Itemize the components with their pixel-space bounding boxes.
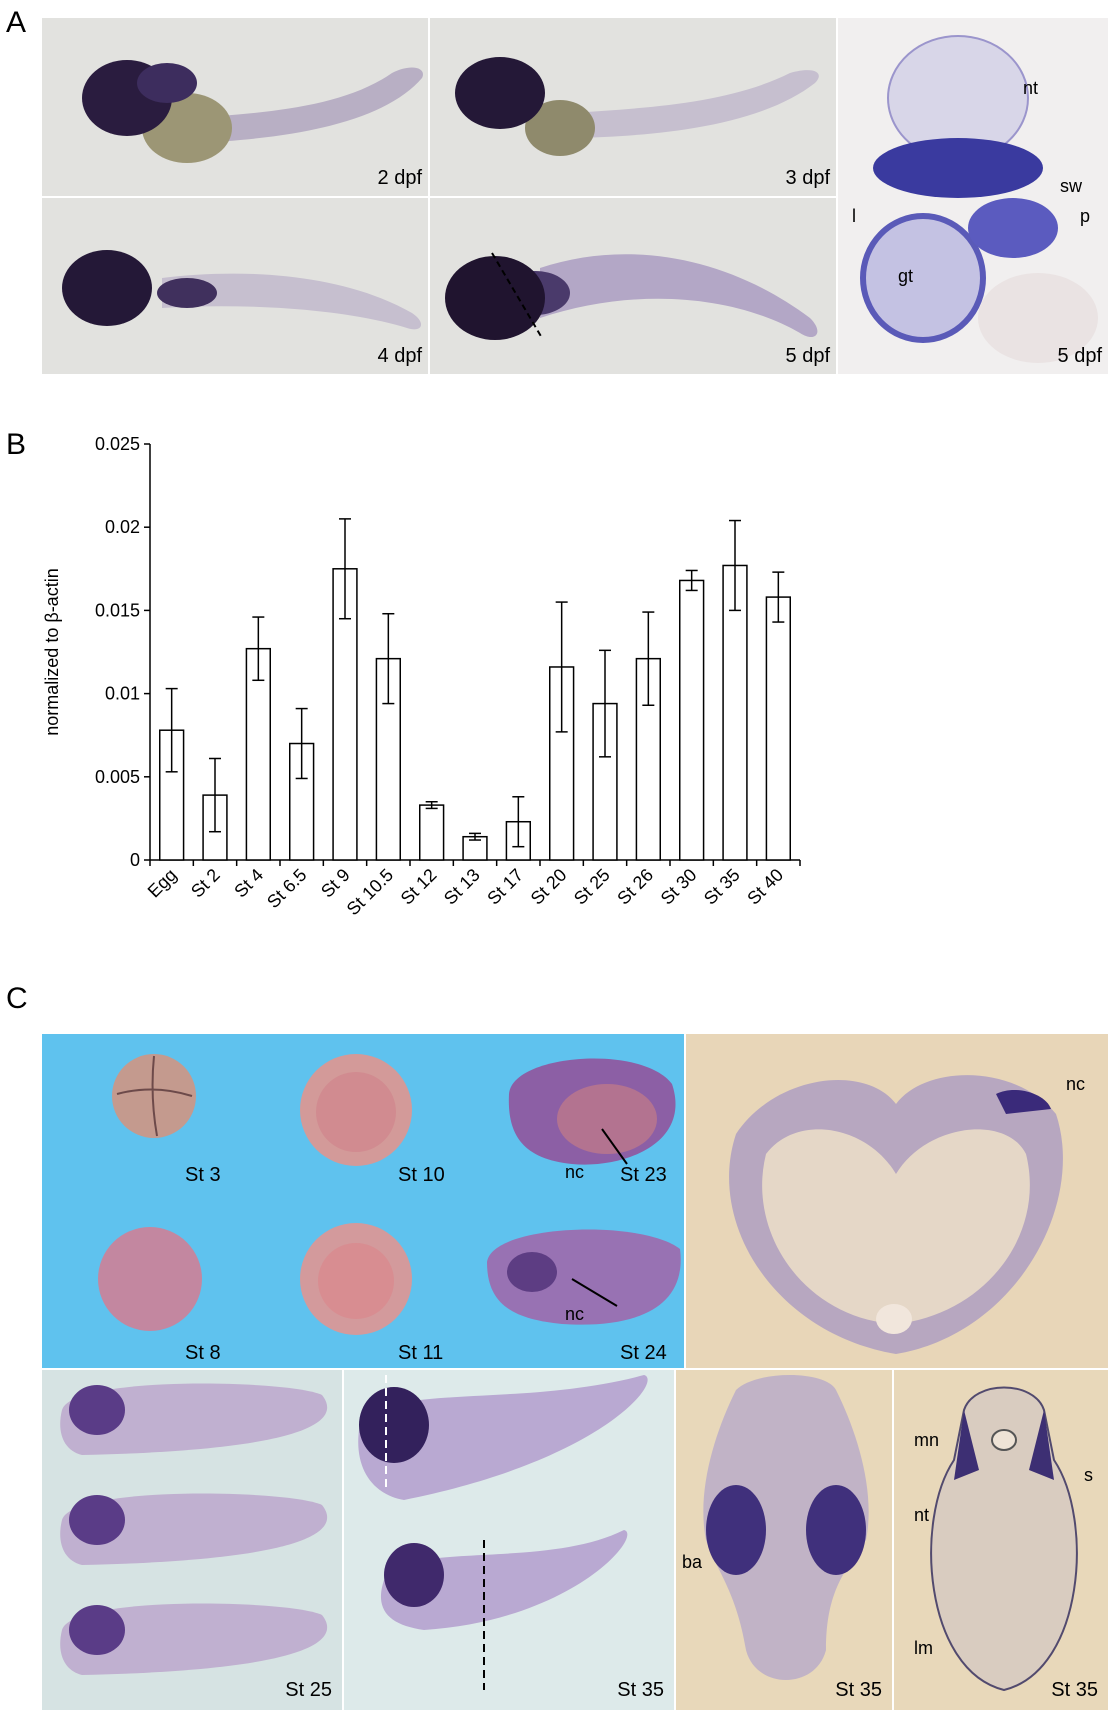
x-tick-label: St 40 [743, 865, 787, 909]
x-tick-label: St 20 [527, 865, 571, 909]
tile-5dpf-section: nt sw l p gt 5 dpf [838, 18, 1108, 374]
chart-bars [159, 518, 792, 861]
tile-st35-section-mn: mn s nt lm St 35 [894, 1370, 1108, 1710]
annotation-lm: lm [914, 1638, 933, 1658]
zebrafish-4dpf-image [62, 250, 422, 330]
annotation-s: s [1084, 1465, 1093, 1485]
tile-label: St 35 [1051, 1679, 1098, 1701]
x-tick-label: St 4 [230, 865, 267, 902]
tile-2dpf: 2 dpf [42, 18, 428, 196]
xenopus-branchial-section-image [703, 1375, 869, 1680]
tile-label: St 3 [185, 1164, 221, 1186]
zebrafish-2dpf-image [82, 60, 423, 163]
tile-cross-section-nc: nc [686, 1034, 1108, 1368]
y-tick-label: 0.01 [105, 684, 140, 704]
x-tick-label: St 10.5 [343, 865, 397, 919]
tile-3dpf: 3 dpf [430, 18, 836, 196]
x-tick-label: St 30 [657, 865, 701, 909]
tile-label: St 11 [398, 1342, 444, 1364]
tile-st25: St 25 [42, 1370, 342, 1710]
annotation-gt: gt [898, 266, 914, 286]
annotation-sw: sw [1060, 176, 1082, 196]
bar-chart: 0 0.005 0.01 0.015 0.02 0.025 normalized to β-… [42, 434, 801, 919]
panel-label-a: A [6, 6, 27, 39]
tile-label: St 8 [185, 1342, 221, 1364]
y-axis-label: normalized to β-actin [42, 568, 62, 735]
blue-grid: St 3 St 10 nc St 23 St 8 St 11 nc St 24 [42, 1034, 684, 1368]
tile-label: St 23 [620, 1164, 667, 1186]
y-tick-label: 0.015 [95, 600, 140, 620]
xenopus-head-section-image [930, 1386, 1078, 1692]
y-tick-label: 0.02 [105, 517, 140, 537]
x-tick-label: St 17 [483, 865, 527, 909]
tile-label: 5 dpf [1057, 345, 1102, 367]
y-tick-label: 0.005 [95, 767, 140, 787]
xenopus-st35-whole-images [358, 1375, 648, 1690]
chart-labels: 0 0.005 0.01 0.015 0.02 0.025 normalized to β-… [42, 434, 787, 919]
annotation-nc: nc [565, 1304, 585, 1324]
tile-label: St 24 [620, 1342, 667, 1364]
xenopus-st25-images [60, 1383, 328, 1675]
tile-5dpf: 5 dpf [430, 198, 836, 374]
bar [419, 804, 445, 861]
tile-label: St 25 [285, 1679, 332, 1701]
tile-label: 3 dpf [785, 167, 830, 189]
bar [765, 596, 792, 861]
zebrafish-3dpf-image [455, 57, 819, 156]
x-tick-label: St 13 [440, 865, 484, 909]
tile-label: St 35 [617, 1679, 664, 1701]
annotation-p: p [1080, 206, 1091, 226]
panel-label-b: B [6, 428, 27, 461]
x-tick-label: St 9 [317, 865, 354, 902]
tile-label: St 35 [835, 1679, 882, 1701]
x-tick-label: St 35 [700, 865, 744, 909]
xenopus-neural-section-image [729, 1075, 1063, 1354]
x-tick-label: St 12 [397, 865, 441, 909]
annotation-ba: ba [682, 1552, 703, 1572]
y-tick-label: 0 [130, 850, 140, 870]
annotation-nc: nc [1066, 1074, 1086, 1094]
tile-label: 4 dpf [377, 345, 422, 367]
tile-label: 5 dpf [785, 345, 830, 367]
annotation-l: l [852, 206, 856, 226]
tile-label: St 10 [398, 1164, 445, 1186]
annotation-nc: nc [565, 1162, 585, 1182]
zebrafish-5dpf-image [445, 252, 818, 340]
tile-st35-whole: St 35 [344, 1370, 674, 1710]
x-tick-label: Egg [144, 865, 181, 902]
xenopus-early-stage-images [98, 1054, 681, 1335]
bar [679, 579, 705, 861]
annotation-nt: nt [914, 1505, 930, 1525]
x-tick-label: St 25 [570, 865, 614, 909]
x-tick-label: St 6.5 [263, 865, 310, 912]
x-tick-label: St 2 [187, 865, 224, 902]
zebrafish-cross-section-image [860, 35, 1098, 363]
annotation-mn: mn [914, 1430, 940, 1450]
annotation-nt: nt [1023, 78, 1039, 98]
tile-4dpf: 4 dpf [42, 198, 428, 374]
y-tick-label: 0.025 [95, 434, 140, 454]
tile-st35-section-ba: ba St 35 [676, 1370, 892, 1710]
x-tick-label: St 26 [613, 865, 657, 909]
tile-label: 2 dpf [377, 167, 422, 189]
panel-label-c: C [6, 982, 28, 1015]
